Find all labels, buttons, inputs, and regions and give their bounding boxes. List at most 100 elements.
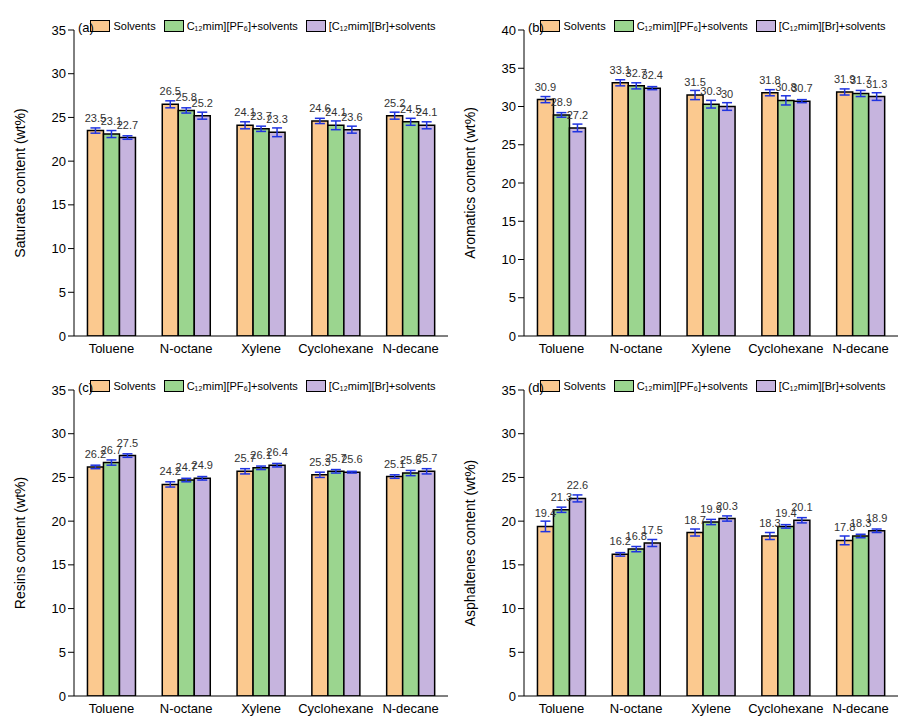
svg-text:5: 5 — [59, 285, 66, 300]
svg-text:27.5: 27.5 — [117, 437, 138, 449]
svg-text:N-octane: N-octane — [160, 701, 213, 716]
svg-text:35: 35 — [52, 383, 66, 398]
svg-text:26.4: 26.4 — [266, 446, 287, 458]
svg-text:N-octane: N-octane — [160, 341, 213, 356]
svg-text:25: 25 — [502, 137, 516, 152]
svg-text:20: 20 — [52, 514, 66, 529]
svg-text:Cyclohexane: Cyclohexane — [748, 701, 823, 716]
svg-text:31.8: 31.8 — [759, 73, 781, 86]
svg-text:30: 30 — [502, 99, 516, 114]
svg-text:28.9: 28.9 — [551, 96, 572, 108]
svg-text:Toluene: Toluene — [89, 701, 135, 716]
svg-text:Cyclohexane: Cyclohexane — [748, 341, 823, 356]
svg-text:5: 5 — [509, 290, 516, 305]
svg-text:20.1: 20.1 — [791, 501, 812, 513]
svg-text:24.1: 24.1 — [416, 106, 437, 118]
svg-text:22.7: 22.7 — [117, 119, 138, 131]
svg-text:Toluene: Toluene — [539, 701, 585, 716]
svg-text:N-decane: N-decane — [832, 701, 888, 716]
svg-text:30: 30 — [52, 66, 66, 81]
svg-text:40: 40 — [502, 23, 516, 38]
svg-text:24.9: 24.9 — [192, 459, 213, 471]
svg-text:24.1: 24.1 — [234, 106, 256, 119]
html-text:(d): (d) — [528, 380, 544, 395]
svg-text:20: 20 — [502, 176, 516, 191]
svg-text:30: 30 — [721, 88, 733, 100]
svg-text:10: 10 — [502, 252, 516, 267]
svg-text:Toluene: Toluene — [89, 341, 135, 356]
svg-text:19.4: 19.4 — [535, 507, 556, 519]
svg-text:30.8: 30.8 — [775, 81, 797, 94]
svg-text:18.7: 18.7 — [684, 514, 705, 526]
svg-text:0: 0 — [59, 329, 66, 344]
svg-text:30: 30 — [502, 426, 516, 441]
svg-text:25.7: 25.7 — [416, 452, 437, 464]
svg-text:0: 0 — [509, 689, 516, 704]
svg-text:Xylene: Xylene — [241, 701, 281, 716]
svg-text:15: 15 — [52, 557, 66, 572]
svg-text:Cyclohexane: Cyclohexane — [298, 701, 373, 716]
svg-text:31.3: 31.3 — [866, 78, 887, 90]
svg-text:24.5: 24.5 — [400, 102, 422, 115]
svg-text:Xylene: Xylene — [691, 341, 731, 356]
svg-text:10: 10 — [502, 601, 516, 616]
svg-text:20.3: 20.3 — [716, 500, 737, 512]
svg-text:Resins content (wt%): Resins content (wt%) — [12, 477, 28, 609]
svg-text:Saturates content (wt%): Saturates content (wt%) — [12, 108, 28, 257]
svg-text:5: 5 — [59, 645, 66, 660]
svg-text:15: 15 — [502, 557, 516, 572]
svg-text:Aromatics content (wt%): Aromatics content (wt%) — [462, 107, 478, 259]
svg-text:25.8: 25.8 — [175, 91, 197, 104]
svg-text:23.5: 23.5 — [84, 111, 107, 124]
svg-text:32.7: 32.7 — [625, 66, 647, 79]
svg-text:17.5: 17.5 — [642, 524, 663, 536]
svg-text:35: 35 — [502, 61, 516, 76]
html-text:(c): (c) — [78, 380, 94, 395]
svg-text:35: 35 — [502, 383, 516, 398]
svg-text:N-decane: N-decane — [832, 341, 888, 356]
svg-text:20: 20 — [52, 154, 66, 169]
svg-text:35: 35 — [52, 23, 66, 38]
svg-text:N-decane: N-decane — [382, 341, 438, 356]
svg-text:27.2: 27.2 — [567, 109, 588, 121]
svg-text:26.5: 26.5 — [159, 85, 181, 98]
svg-text:0: 0 — [509, 329, 516, 344]
svg-text:Xylene: Xylene — [241, 341, 281, 356]
svg-text:30.3: 30.3 — [700, 85, 721, 97]
svg-text:25.2: 25.2 — [384, 96, 406, 109]
svg-text:25: 25 — [52, 470, 66, 485]
html-text:(a): (a) — [78, 20, 94, 35]
svg-text:15: 15 — [52, 197, 66, 212]
svg-text:25.6: 25.6 — [341, 453, 362, 465]
svg-text:0: 0 — [59, 689, 66, 704]
svg-text:18.9: 18.9 — [866, 512, 887, 524]
svg-text:10: 10 — [52, 601, 66, 616]
svg-text:Xylene: Xylene — [691, 701, 731, 716]
svg-text:Cyclohexane: Cyclohexane — [298, 341, 373, 356]
svg-text:33.1: 33.1 — [609, 63, 631, 76]
svg-text:23.6: 23.6 — [341, 111, 362, 123]
svg-text:23.7: 23.7 — [250, 109, 272, 122]
svg-text:5: 5 — [509, 645, 516, 660]
svg-text:10: 10 — [52, 241, 66, 256]
svg-text:Toluene: Toluene — [539, 341, 585, 356]
svg-text:22.6: 22.6 — [567, 479, 588, 491]
svg-text:23.3: 23.3 — [266, 113, 287, 125]
svg-text:21.3: 21.3 — [551, 491, 572, 503]
svg-text:30: 30 — [52, 426, 66, 441]
svg-text:Asphaltenes content (wt%): Asphaltenes content (wt%) — [462, 460, 478, 627]
svg-text:20: 20 — [502, 514, 516, 529]
svg-text:30.7: 30.7 — [791, 82, 812, 94]
svg-text:N-octane: N-octane — [610, 701, 663, 716]
svg-text:25: 25 — [502, 470, 516, 485]
html-text:(b): (b) — [528, 20, 544, 35]
svg-text:32.4: 32.4 — [642, 69, 663, 81]
svg-text:25.2: 25.2 — [192, 97, 213, 109]
svg-text:N-octane: N-octane — [610, 341, 663, 356]
svg-text:N-decane: N-decane — [382, 701, 438, 716]
svg-text:25: 25 — [52, 110, 66, 125]
svg-text:24.1: 24.1 — [325, 106, 347, 119]
svg-text:24.6: 24.6 — [309, 101, 331, 114]
svg-text:15: 15 — [502, 214, 516, 229]
svg-text:30.9: 30.9 — [535, 81, 556, 93]
